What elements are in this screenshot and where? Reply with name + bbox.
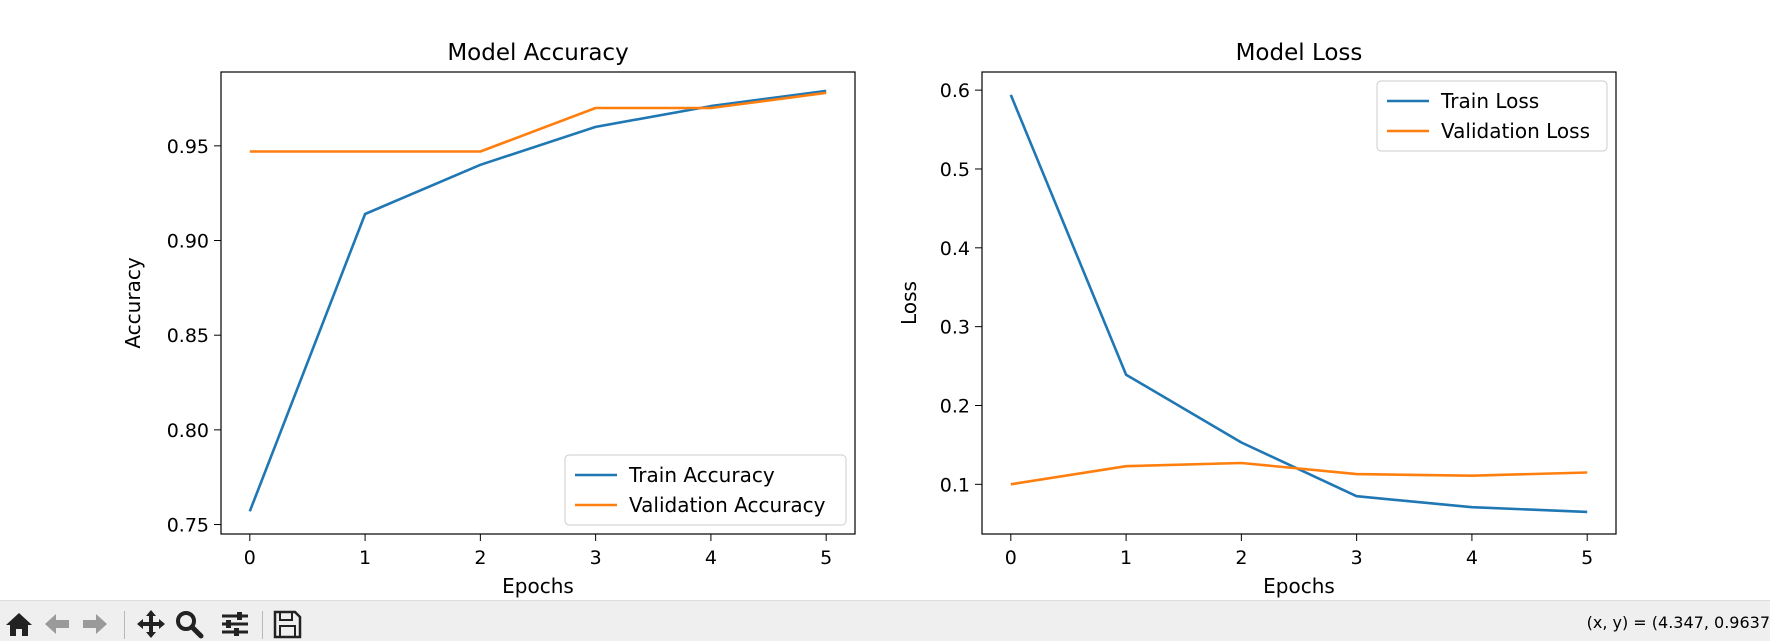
- x-tick-label: 1: [359, 547, 371, 569]
- x-tick-label: 3: [590, 547, 602, 569]
- legend-box: [564, 454, 847, 526]
- back-arrow-icon: [45, 614, 69, 634]
- y-tick-label: 0.2: [940, 395, 970, 417]
- legend-label: Validation Accuracy: [629, 493, 826, 517]
- y-axis-label: Accuracy: [121, 257, 145, 348]
- series-line-validation-accuracy: [249, 91, 827, 153]
- series-line-train-loss: [1009, 94, 1588, 514]
- x-tick-label: 0: [244, 547, 256, 569]
- home-icon: [6, 613, 32, 636]
- legend-label: Train Accuracy: [628, 463, 775, 487]
- y-tick-label: 0.5: [940, 159, 970, 181]
- toolbar-separator: [262, 611, 263, 639]
- x-tick-label: 3: [1351, 547, 1363, 569]
- chart-title: Model Loss: [1236, 40, 1363, 66]
- save-button[interactable]: [270, 609, 304, 639]
- axes-frame: [220, 71, 856, 535]
- pan-icon: [137, 610, 165, 638]
- x-tick-label: 4: [705, 547, 717, 569]
- legend-box: [1376, 80, 1608, 152]
- y-tick-label: 0.80: [167, 420, 209, 442]
- y-tick-label: 0.6: [940, 80, 970, 102]
- x-tick-label: 5: [820, 547, 832, 569]
- y-tick-label: 0.4: [940, 238, 970, 260]
- x-tick-label: 2: [1235, 547, 1247, 569]
- x-tick-label: 2: [474, 547, 486, 569]
- series-line-train-accuracy: [248, 89, 827, 512]
- zoom-icon: [176, 611, 204, 639]
- axes-frame: [981, 71, 1617, 535]
- legend-label: Validation Loss: [1441, 119, 1590, 143]
- forward-arrow-icon: [83, 614, 107, 634]
- x-tick-label: 5: [1581, 547, 1593, 569]
- x-tick-label: 1: [1120, 547, 1132, 569]
- charts-canvas: Model Accuracy 0 1 2 3 4 5 0.75 0.80 0.85 0.90 0.95…: [121, 40, 1617, 598]
- x-axis-label: Epochs: [1263, 574, 1335, 598]
- home-button[interactable]: [2, 609, 36, 639]
- x-axis-label: Epochs: [502, 574, 574, 598]
- forward-button[interactable]: [78, 609, 112, 639]
- x-tick-label: 4: [1466, 547, 1478, 569]
- navigation-toolbar: (x, y) = (4.347, 0.9637: [0, 600, 1770, 641]
- y-tick-label: 0.90: [167, 231, 209, 253]
- legend: Train Loss Validation Loss: [1376, 80, 1608, 152]
- series-line-validation-loss: [1010, 461, 1588, 486]
- figure: Model Accuracy 0 1 2 3 4 5 0.75 0.80 0.85 0.90 0.95…: [121, 40, 1617, 598]
- chart-title: Model Accuracy: [447, 40, 628, 66]
- back-button[interactable]: [40, 609, 74, 639]
- zoom-button[interactable]: [172, 609, 206, 639]
- sliders-icon: [222, 612, 248, 636]
- y-axis-label: Loss: [897, 281, 921, 325]
- legend-label: Train Loss: [1440, 89, 1539, 113]
- y-tick-label: 0.95: [167, 136, 209, 158]
- x-tick-label: 0: [1005, 547, 1017, 569]
- configure-subplots-button[interactable]: [218, 609, 252, 639]
- toolbar-separator: [124, 611, 125, 639]
- cursor-coordinates: (x, y) = (4.347, 0.9637: [1586, 613, 1770, 632]
- y-tick-label: 0.1: [940, 474, 970, 496]
- chart-2: Model Loss 0 1 2 3 4 5 0.1 0.2 0.3 0.4 0.5 0.6 Epochs…: [897, 40, 1617, 598]
- pan-button[interactable]: [134, 609, 168, 639]
- save-icon: [273, 610, 302, 639]
- y-tick-label: 0.75: [167, 515, 209, 537]
- legend: Train Accuracy Validation Accuracy: [564, 454, 847, 526]
- chart-1: Model Accuracy 0 1 2 3 4 5 0.75 0.80 0.85 0.90 0.95…: [121, 40, 856, 598]
- y-tick-label: 0.85: [167, 325, 209, 347]
- y-tick-label: 0.3: [940, 317, 970, 339]
